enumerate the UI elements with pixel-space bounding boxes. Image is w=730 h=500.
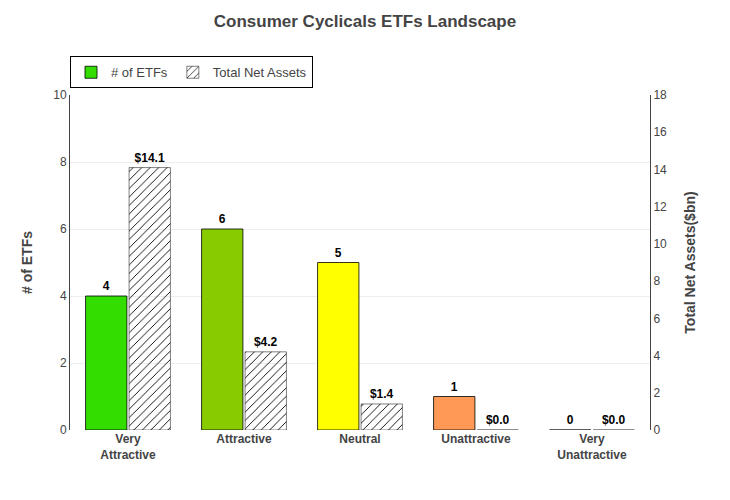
svg-text:VeryUnattractive: VeryUnattractive	[557, 432, 627, 462]
svg-text:10: 10	[53, 88, 67, 102]
svg-text:Unattractive: Unattractive	[441, 432, 511, 446]
svg-text:18: 18	[653, 88, 667, 102]
svg-text:Total Net Assets($bn): Total Net Assets($bn)	[682, 191, 698, 333]
svg-text:# of ETFs: # of ETFs	[111, 65, 168, 80]
svg-text:Consumer Cyclicals ETFs Landsc: Consumer Cyclicals ETFs Landscape	[214, 12, 516, 31]
svg-text:1: 1	[451, 380, 458, 394]
svg-text:# of ETFs: # of ETFs	[19, 231, 35, 294]
svg-text:4: 4	[653, 349, 660, 363]
svg-text:4: 4	[60, 289, 67, 303]
svg-text:5: 5	[335, 246, 342, 260]
svg-text:VeryAttractive: VeryAttractive	[100, 432, 156, 462]
svg-text:Attractive: Attractive	[216, 432, 272, 446]
svg-text:0: 0	[653, 423, 660, 437]
svg-text:12: 12	[653, 200, 667, 214]
svg-text:10: 10	[653, 237, 667, 251]
svg-text:0: 0	[60, 423, 67, 437]
svg-text:Total Net Assets: Total Net Assets	[213, 65, 307, 80]
svg-text:6: 6	[653, 312, 660, 326]
svg-text:$0.0: $0.0	[486, 413, 510, 427]
svg-text:$1.4: $1.4	[370, 387, 394, 401]
svg-text:4: 4	[103, 279, 110, 293]
svg-text:8: 8	[60, 155, 67, 169]
svg-text:$4.2: $4.2	[254, 335, 278, 349]
svg-text:$0.0: $0.0	[602, 413, 626, 427]
svg-text:2: 2	[653, 386, 660, 400]
svg-text:14: 14	[653, 163, 667, 177]
svg-text:16: 16	[653, 125, 667, 139]
svg-text:6: 6	[60, 222, 67, 236]
svg-text:6: 6	[219, 212, 226, 226]
svg-text:8: 8	[653, 274, 660, 288]
svg-text:0: 0	[567, 413, 574, 427]
svg-text:Neutral: Neutral	[339, 432, 380, 446]
svg-text:2: 2	[60, 356, 67, 370]
svg-text:$14.1: $14.1	[135, 151, 165, 165]
